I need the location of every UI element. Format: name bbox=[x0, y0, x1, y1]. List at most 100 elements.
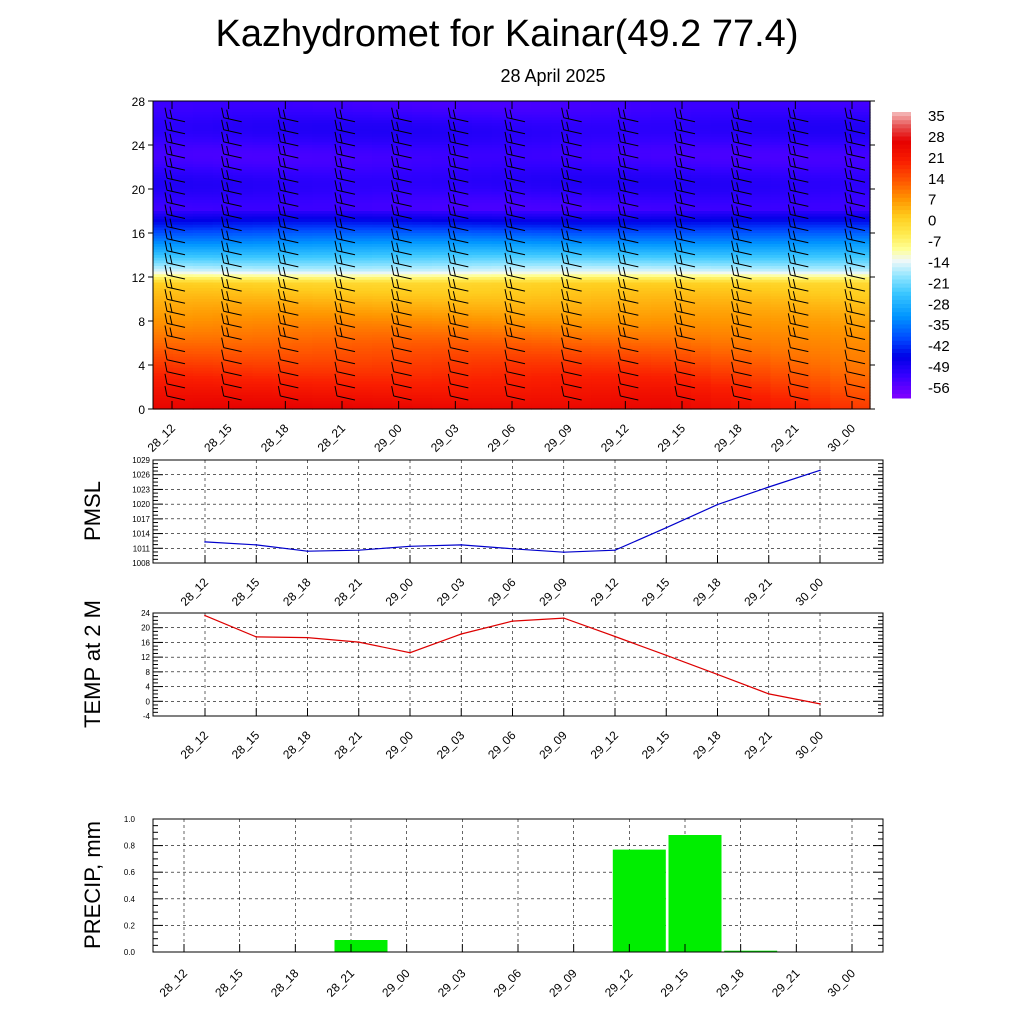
heatmap-cell bbox=[650, 180, 672, 185]
heatmap-cell bbox=[471, 197, 493, 201]
heatmap-cell bbox=[670, 392, 692, 396]
heatmap-cell bbox=[710, 233, 732, 237]
heatmap-cell bbox=[491, 117, 513, 121]
heatmap-cell bbox=[690, 222, 712, 226]
heatmap-cell bbox=[252, 213, 274, 218]
heatmap-cell bbox=[192, 180, 214, 185]
heatmap-cell bbox=[272, 246, 294, 251]
heatmap-cell bbox=[411, 123, 433, 127]
heatmap-cell bbox=[670, 315, 692, 319]
heatmap-cell bbox=[611, 123, 632, 127]
heatmap-cell bbox=[392, 255, 413, 259]
heatmap-cell bbox=[172, 387, 194, 391]
heatmap-cell bbox=[491, 257, 513, 262]
heatmap-cell bbox=[690, 263, 712, 267]
heatmap-cell bbox=[192, 161, 214, 165]
wind-barb-shaft bbox=[620, 201, 639, 207]
wind-barb-flag bbox=[504, 301, 508, 312]
heatmap-cell bbox=[571, 183, 592, 187]
heatmap-cell bbox=[491, 191, 513, 196]
heatmap-cell bbox=[830, 304, 851, 308]
heatmap-cell bbox=[670, 156, 692, 160]
heatmap-cell bbox=[332, 293, 353, 297]
heatmap-cell bbox=[352, 103, 373, 108]
heatmap-cell bbox=[850, 403, 871, 407]
heatmap-cell bbox=[690, 211, 712, 215]
heatmap-cell bbox=[232, 378, 254, 383]
heatmap-cell bbox=[690, 257, 712, 262]
heatmap-cell bbox=[531, 224, 552, 229]
wind-barb-flag bbox=[566, 278, 570, 289]
heatmap-cell bbox=[252, 373, 274, 377]
heatmap-cell bbox=[730, 233, 752, 237]
heatmap-cell bbox=[511, 263, 533, 267]
heatmap-cell bbox=[312, 142, 333, 146]
heatmap-cell bbox=[770, 139, 791, 143]
wind-barb-shaft bbox=[280, 153, 299, 159]
heatmap-cell bbox=[830, 318, 851, 322]
heatmap-cell bbox=[252, 244, 274, 248]
heatmap-cell bbox=[710, 200, 732, 204]
heatmap-cell bbox=[411, 370, 433, 374]
heatmap-cell bbox=[830, 131, 851, 135]
heatmap-cell bbox=[810, 296, 831, 300]
heatmap-cell bbox=[531, 114, 552, 119]
heatmap-cell bbox=[352, 326, 373, 330]
heatmap-cell bbox=[531, 356, 552, 361]
heatmap-cell bbox=[670, 164, 692, 168]
heatmap-cell bbox=[750, 356, 772, 361]
heatmap-cell bbox=[591, 279, 612, 284]
wind-barb-flag bbox=[282, 303, 286, 313]
wind-barb-flag bbox=[849, 327, 853, 337]
heatmap-cell bbox=[411, 125, 433, 130]
heatmap-cell bbox=[352, 373, 373, 377]
heatmap-cell bbox=[172, 370, 194, 374]
heatmap-cell bbox=[511, 112, 533, 116]
heatmap-cell bbox=[710, 334, 732, 339]
wind-barb-flag bbox=[844, 313, 848, 324]
heatmap-cell bbox=[411, 290, 433, 295]
heatmap-cell bbox=[232, 125, 254, 130]
colorbar-swatch bbox=[892, 197, 911, 203]
heatmap-cell bbox=[192, 406, 214, 410]
heatmap-cell bbox=[451, 370, 473, 374]
heatmap-cell bbox=[710, 194, 732, 198]
heatmap-cell bbox=[690, 208, 712, 212]
wind-barb-shaft bbox=[506, 141, 526, 147]
heatmap-cell bbox=[372, 175, 393, 179]
heatmap-cell bbox=[690, 389, 712, 394]
heatmap-cell bbox=[153, 277, 174, 281]
wind-barb-flag bbox=[844, 156, 848, 167]
wind-barb-flag bbox=[504, 216, 508, 227]
heatmap-cell bbox=[471, 156, 493, 160]
heatmap-cell bbox=[471, 125, 493, 130]
heatmap-cell bbox=[252, 106, 274, 110]
wind-barb-shaft bbox=[846, 395, 866, 401]
heatmap-cell bbox=[252, 296, 274, 300]
heatmap-cell bbox=[332, 337, 353, 341]
wind-barb-flag bbox=[226, 194, 230, 204]
heatmap-cell bbox=[431, 307, 453, 311]
wind-barb-shaft bbox=[676, 153, 696, 159]
wind-barb-flag bbox=[509, 145, 513, 156]
heatmap-cell bbox=[172, 158, 194, 163]
heatmap-cell bbox=[312, 266, 333, 270]
heatmap-cell bbox=[830, 373, 851, 377]
heatmap-cell bbox=[491, 387, 513, 391]
heatmap-cell bbox=[312, 150, 333, 154]
heatmap-cell bbox=[471, 183, 493, 187]
heatmap-cell bbox=[312, 244, 333, 248]
wind-barb-shaft bbox=[620, 250, 639, 256]
heatmap-cell bbox=[252, 222, 274, 226]
heatmap-cell bbox=[192, 249, 214, 253]
wind-barb-shaft bbox=[223, 395, 242, 401]
heatmap-cell bbox=[252, 200, 274, 204]
wind-barb-flag bbox=[849, 157, 853, 168]
heatmap-cell bbox=[312, 180, 333, 185]
heatmap-cell bbox=[571, 315, 592, 319]
heatmap-cell bbox=[372, 194, 393, 198]
heatmap-cell bbox=[770, 114, 791, 119]
heatmap-cell bbox=[810, 134, 831, 138]
heatmap-cell bbox=[312, 271, 333, 275]
heatmap-cell bbox=[591, 169, 612, 174]
